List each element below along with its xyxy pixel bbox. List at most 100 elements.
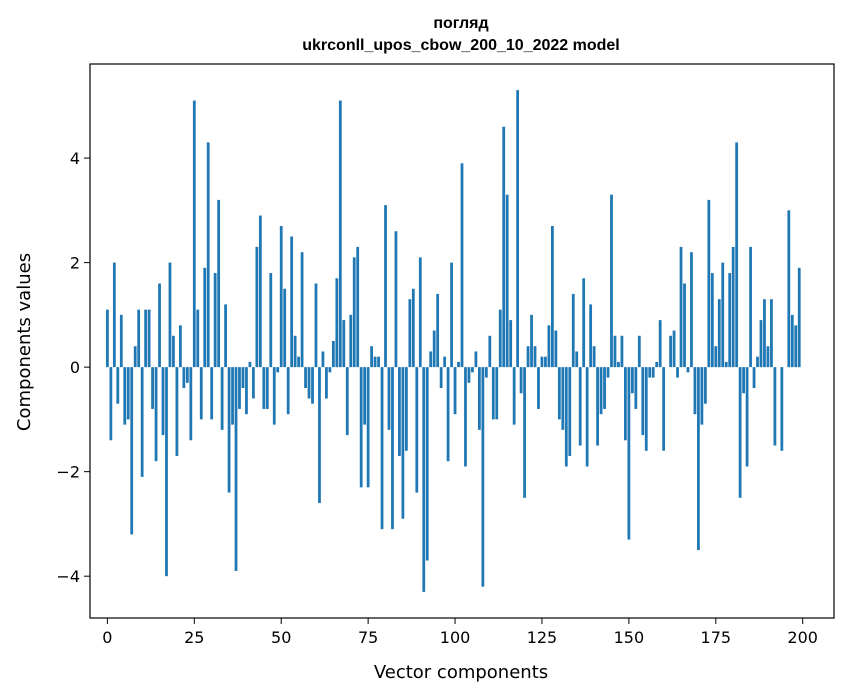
bar bbox=[766, 346, 770, 368]
bar bbox=[401, 367, 405, 519]
bar bbox=[703, 367, 707, 404]
bar bbox=[477, 367, 481, 430]
bar bbox=[564, 367, 568, 467]
x-tick-label: 125 bbox=[527, 628, 558, 647]
bar bbox=[686, 367, 690, 373]
bar bbox=[526, 346, 530, 368]
bar bbox=[502, 126, 506, 368]
y-tick-label: 2 bbox=[70, 254, 80, 273]
bar bbox=[290, 236, 294, 368]
bar bbox=[241, 367, 245, 389]
bar bbox=[154, 367, 158, 462]
bar bbox=[589, 304, 593, 368]
bar bbox=[561, 367, 565, 430]
bar bbox=[787, 210, 791, 368]
bar bbox=[116, 367, 120, 404]
y-tick-label: 4 bbox=[70, 149, 80, 168]
bar bbox=[603, 367, 606, 409]
bar bbox=[175, 367, 179, 456]
bar bbox=[283, 288, 287, 368]
bar bbox=[436, 293, 440, 368]
bar bbox=[342, 320, 346, 368]
bar bbox=[606, 367, 610, 378]
bar bbox=[321, 351, 325, 368]
bar bbox=[203, 267, 207, 368]
bar bbox=[415, 367, 419, 493]
bar bbox=[408, 299, 412, 368]
bar bbox=[763, 299, 766, 368]
bar bbox=[679, 246, 683, 368]
bar bbox=[255, 246, 259, 368]
bar bbox=[672, 330, 676, 368]
bar bbox=[443, 356, 447, 368]
bar bbox=[144, 309, 148, 368]
bar bbox=[749, 246, 752, 368]
bar bbox=[331, 341, 335, 368]
bar bbox=[213, 273, 217, 368]
bar bbox=[422, 367, 426, 592]
bar bbox=[199, 367, 203, 420]
bar bbox=[130, 367, 134, 535]
bar bbox=[509, 320, 513, 368]
bar bbox=[384, 205, 387, 368]
bar bbox=[370, 346, 373, 368]
y-tick-label: −4 bbox=[56, 567, 80, 586]
bar bbox=[300, 252, 304, 368]
bar bbox=[137, 309, 141, 368]
bar bbox=[780, 367, 784, 451]
bar bbox=[432, 330, 436, 368]
bar bbox=[234, 367, 238, 571]
bar bbox=[231, 367, 234, 425]
bar bbox=[147, 309, 151, 368]
bar bbox=[439, 367, 443, 389]
x-tick-label: 50 bbox=[271, 628, 291, 647]
bar bbox=[398, 367, 401, 456]
bar bbox=[491, 367, 495, 420]
bar bbox=[557, 367, 561, 420]
bar bbox=[634, 367, 638, 409]
bar bbox=[530, 314, 533, 368]
bar bbox=[457, 361, 460, 368]
bar bbox=[227, 367, 231, 493]
bar bbox=[693, 367, 697, 415]
bar bbox=[585, 367, 589, 467]
bar bbox=[338, 100, 342, 368]
bar bbox=[460, 163, 464, 368]
bar bbox=[676, 367, 679, 378]
bar bbox=[773, 367, 777, 446]
bar bbox=[391, 367, 394, 530]
bars-group bbox=[105, 90, 801, 592]
bar bbox=[669, 335, 672, 368]
bar bbox=[349, 314, 353, 368]
bar bbox=[537, 367, 540, 409]
bar bbox=[262, 367, 266, 409]
bar bbox=[126, 367, 130, 420]
bar bbox=[453, 367, 457, 415]
bar bbox=[797, 267, 801, 368]
bar bbox=[377, 356, 380, 368]
x-tick-label: 200 bbox=[787, 628, 818, 647]
bar bbox=[363, 367, 367, 425]
bar bbox=[279, 226, 283, 368]
bar bbox=[794, 325, 798, 368]
bar bbox=[613, 335, 617, 368]
bar bbox=[547, 325, 551, 368]
bar bbox=[533, 346, 537, 368]
bar bbox=[724, 361, 728, 368]
bar bbox=[728, 273, 732, 368]
bar bbox=[617, 361, 620, 368]
bar bbox=[596, 367, 599, 446]
bar bbox=[328, 367, 332, 373]
x-axis-ticks: 0 25 50 75 100 125 150 175 200 bbox=[102, 618, 818, 647]
bar bbox=[578, 367, 582, 446]
bar bbox=[245, 367, 248, 415]
bar bbox=[380, 367, 384, 530]
bar bbox=[109, 367, 113, 441]
bar bbox=[752, 367, 756, 389]
bar bbox=[272, 367, 276, 425]
y-tick-label: 0 bbox=[70, 358, 80, 377]
bar bbox=[119, 314, 123, 368]
bar bbox=[498, 309, 502, 368]
bar bbox=[359, 367, 363, 488]
